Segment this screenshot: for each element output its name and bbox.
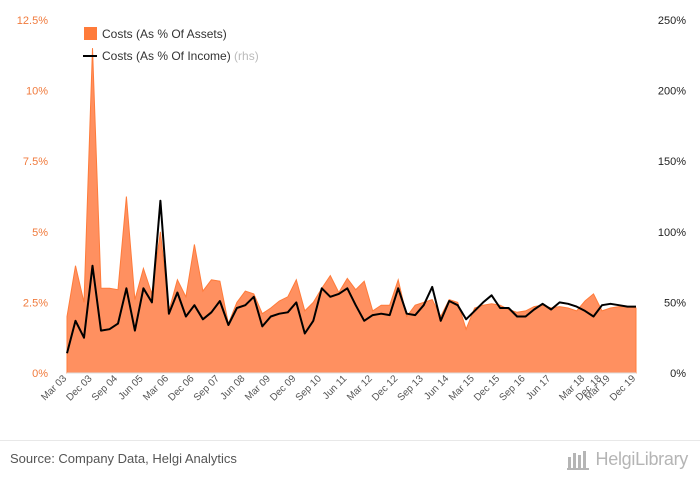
x-axis-tick-label: Mar 06 (141, 373, 171, 403)
right-axis-tick-label: 50% (664, 297, 686, 309)
x-axis-tick-label: Jun 05 (117, 373, 146, 402)
legend-note-rhs: (rhs) (234, 49, 259, 63)
series-area-costs-assets (66, 48, 637, 374)
right-axis-tick-label: 200% (658, 86, 686, 98)
area-series-layer (66, 48, 637, 374)
x-axis-tick-label: Dec 06 (166, 373, 196, 403)
series-line-costs-income (66, 199, 636, 354)
left-axis-ticks: 0% 2.5% 5% 7.5% 10% 12.5% (17, 15, 48, 380)
x-axis-tick-label: Jun 14 (422, 373, 451, 402)
legend: Costs (As % Of Assets) Costs (As % Of In… (83, 27, 259, 63)
legend-swatch-assets (84, 27, 97, 40)
line-series-layer (66, 199, 636, 354)
right-axis-ticks: 0% 50% 100% 150% 200% 250% (658, 15, 686, 380)
brand-logo: HelgiLibrary (566, 447, 688, 471)
right-axis-tick-label: 150% (658, 156, 686, 168)
right-axis-tick-label: 250% (658, 15, 686, 27)
left-axis-tick-label: 10% (26, 86, 48, 98)
legend-label-income-text: Costs (As % Of Income) (102, 49, 231, 63)
right-axis-tick-label: 100% (658, 227, 686, 239)
left-axis-tick-label: 12.5% (17, 15, 48, 27)
x-axis-tick-label: Sep 13 (396, 373, 426, 403)
left-axis-tick-label: 2.5% (23, 297, 48, 309)
x-axis-tick-label: Dec 19 (608, 373, 638, 403)
x-axis-tick-label: Jun 11 (321, 373, 350, 402)
x-axis-tick-label: Mar 09 (243, 373, 273, 403)
library-logo-icon (566, 451, 589, 470)
x-axis-tick-label: Sep 07 (192, 373, 222, 403)
x-axis-tick-label: Sep 16 (498, 373, 528, 403)
x-axis-tick-label: Mar 12 (345, 373, 375, 403)
source-note: Source: Company Data, Helgi Analytics (10, 451, 237, 466)
x-axis-tick-label: Sep 04 (90, 373, 120, 403)
left-axis-tick-label: 0% (32, 368, 48, 380)
x-axis-tick-label: Sep 10 (294, 373, 324, 403)
x-axis-tick-label: Dec 03 (64, 373, 94, 403)
brand-name: HelgiLibrary (595, 448, 689, 469)
x-axis-tick-label: Jun 08 (218, 373, 247, 402)
legend-label-income: Costs (As % Of Income) (rhs) (102, 49, 259, 63)
legend-label-assets: Costs (As % Of Assets) (102, 27, 227, 41)
left-axis-tick-label: 5% (32, 227, 48, 239)
x-axis-tick-label: Dec 15 (472, 373, 502, 403)
right-axis-tick-label: 0% (670, 368, 686, 380)
x-axis-tick-label: Dec 12 (370, 373, 400, 403)
chart-canvas: 0% 2.5% 5% 7.5% 10% 12.5% 0% 50% 100% 150% 200% 25… (17, 15, 686, 404)
x-axis-tick-label: Jun 17 (524, 373, 553, 402)
left-axis-tick-label: 7.5% (23, 156, 48, 168)
footer: Source: Company Data, Helgi Analytics He… (0, 440, 700, 484)
x-axis-tick-label: Dec 09 (268, 373, 298, 403)
x-axis-tick-label: Mar 15 (447, 373, 477, 403)
